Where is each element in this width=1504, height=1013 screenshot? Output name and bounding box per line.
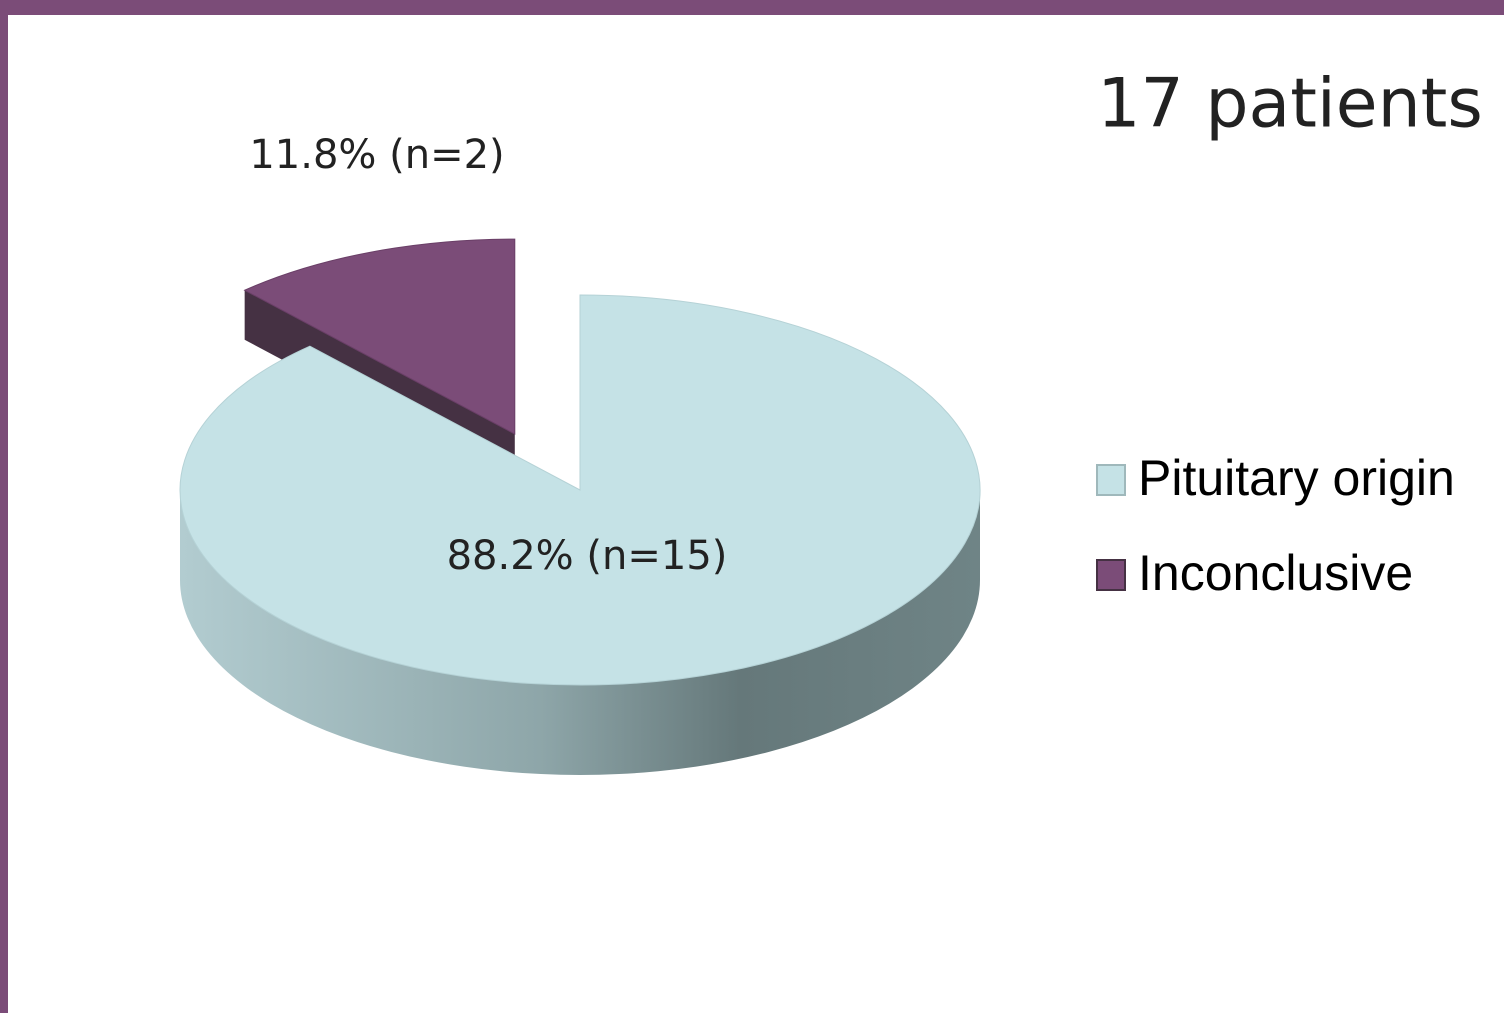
- slice: [243, 238, 516, 435]
- chart-title: 17 patients: [1097, 65, 1483, 144]
- frame-left: [0, 0, 8, 1013]
- legend-label: Pituitary origin: [1138, 450, 1455, 506]
- legend-swatch: [1096, 464, 1126, 496]
- slice-side: [180, 490, 980, 775]
- slice: [179, 294, 981, 686]
- legend-label: Inconclusive: [1138, 545, 1413, 601]
- frame-top: [0, 0, 1504, 15]
- data-label: 11.8% (n=2): [249, 132, 504, 178]
- legend-swatch: [1096, 559, 1126, 591]
- data-label: 88.2% (n=15): [447, 533, 728, 579]
